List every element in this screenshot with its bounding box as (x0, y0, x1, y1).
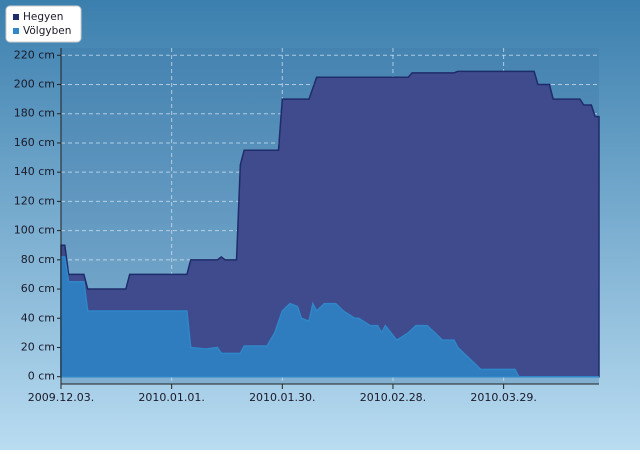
x-tick-label: 2010.01.30. (249, 391, 315, 404)
legend-box (5, 5, 82, 43)
y-tick-label: 100 cm (14, 224, 55, 237)
legend-label: Völgyben (23, 25, 71, 37)
y-tick-label: 20 cm (21, 340, 55, 353)
y-tick-label: 60 cm (21, 282, 55, 295)
y-tick-label: 220 cm (14, 48, 55, 61)
x-tick-label: 2009.12.03. (28, 391, 94, 404)
x-tick-label: 2010.03.29. (470, 391, 536, 404)
area (60, 70, 600, 378)
y-tick-label: 40 cm (21, 311, 55, 324)
x-tick-label: 2010.01.01. (138, 391, 204, 404)
y-tick-label: 120 cm (14, 194, 55, 207)
legend: Hegyen Völgyben (5, 5, 82, 43)
legend-label: Hegyen (23, 11, 63, 23)
area (60, 256, 599, 378)
y-tick-label: 160 cm (14, 136, 55, 149)
legend-swatch (13, 28, 19, 34)
y-tick-label: 140 cm (14, 165, 55, 178)
x-tick-label: 2010.02.28. (360, 391, 426, 404)
y-tick-label: 200 cm (14, 78, 55, 91)
y-tick-label: 80 cm (21, 253, 55, 266)
y-tick-label: 180 cm (14, 107, 55, 120)
legend-swatch (13, 14, 19, 20)
y-tick-label: 0 cm (28, 370, 55, 383)
